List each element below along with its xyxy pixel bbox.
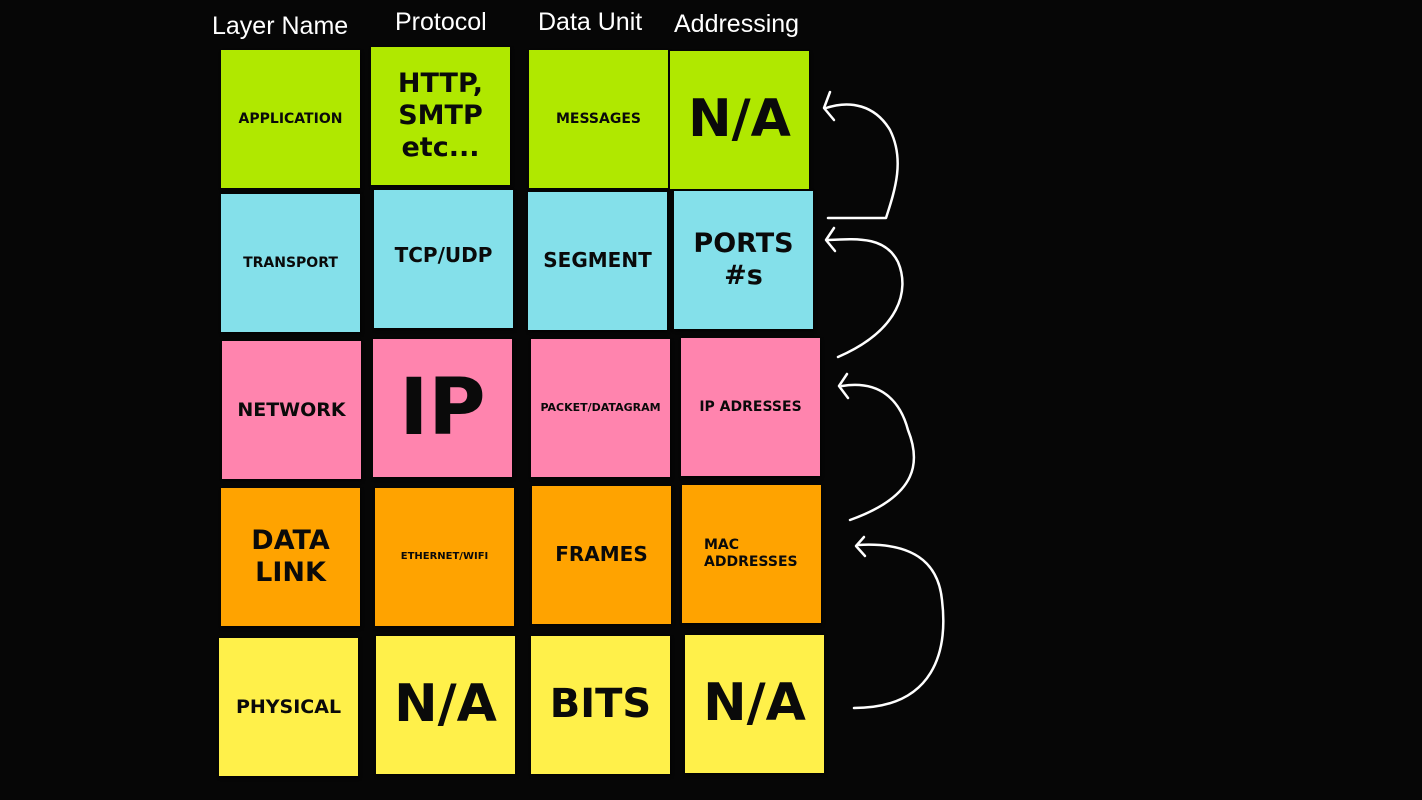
note-application-layer: APPLICATION xyxy=(221,50,360,188)
note-application-protocol: HTTP, SMTP etc... xyxy=(371,47,510,185)
arrowhead-transport-to-application xyxy=(822,90,836,122)
header-protocol: Protocol xyxy=(395,8,487,36)
note-transport-data-unit: SEGMENT xyxy=(528,192,667,330)
arrow-physical-to-data-link xyxy=(852,543,945,710)
note-physical-addressing: N/A xyxy=(685,635,824,773)
arrowhead-physical-to-data-link xyxy=(854,535,867,558)
arrowhead-data-link-to-network xyxy=(837,372,850,400)
header-layer-name: Layer Name xyxy=(212,12,349,40)
note-network-layer: NETWORK xyxy=(222,341,361,479)
note-application-addressing: N/A xyxy=(670,51,809,189)
note-data-link-protocol: ETHERNET/WIFI xyxy=(375,488,514,626)
arrow-data-link-to-network xyxy=(840,383,916,522)
note-application-data-unit: MESSAGES xyxy=(529,50,668,188)
note-data-link-data-unit: FRAMES xyxy=(532,486,671,624)
note-transport-addressing: PORTS #s xyxy=(674,191,813,329)
note-network-protocol: IP xyxy=(373,339,512,477)
note-physical-data-unit: BITS xyxy=(531,636,670,774)
note-physical-protocol: N/A xyxy=(376,636,515,774)
note-network-data-unit: PACKET/DATAGRAM xyxy=(531,339,670,477)
note-network-addressing: IP ADRESSES xyxy=(681,338,820,476)
note-physical-layer: PHYSICAL xyxy=(219,638,358,776)
header-data-unit: Data Unit xyxy=(538,8,643,36)
note-data-link-layer: DATA LINK xyxy=(221,488,360,626)
arrow-network-to-transport xyxy=(826,237,904,359)
note-data-link-addressing: MAC ADDRESSES xyxy=(682,485,821,623)
note-transport-protocol: TCP/UDP xyxy=(374,190,513,328)
arrowhead-network-to-transport xyxy=(824,226,837,253)
header-addressing: Addressing xyxy=(674,10,800,38)
note-transport-layer: TRANSPORT xyxy=(221,194,360,332)
arrow-transport-to-application xyxy=(824,103,899,220)
